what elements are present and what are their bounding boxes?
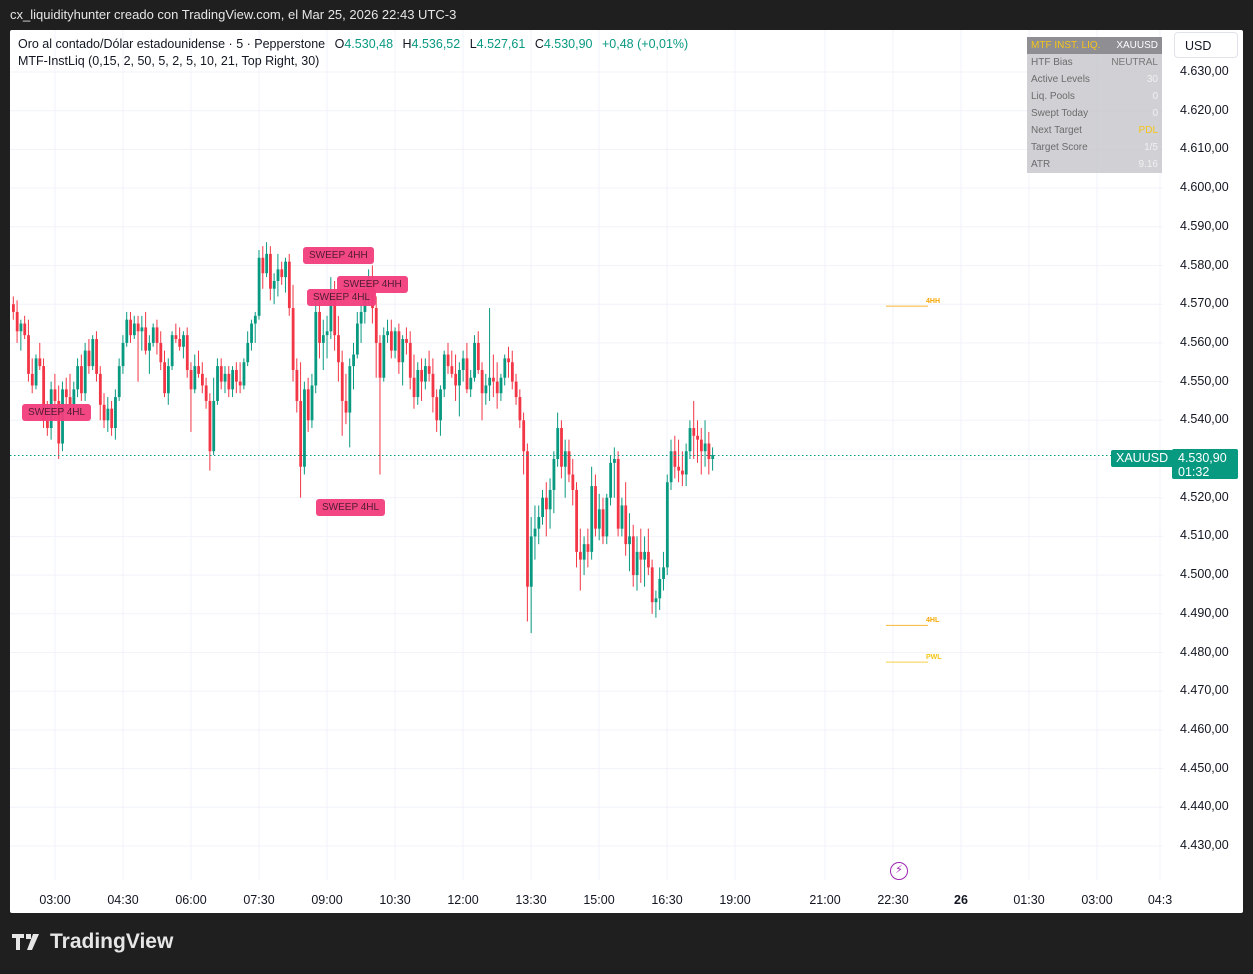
currency-selector[interactable]: USD <box>1174 32 1238 58</box>
close-value: 4.530,90 <box>543 37 593 51</box>
time-tick-label: 12:00 <box>447 893 479 907</box>
close-label: C <box>534 37 544 51</box>
symbol-description: Oro al contado/Dólar estadounidense · 5 … <box>18 37 326 51</box>
time-tick-label: 19:00 <box>719 893 751 907</box>
info-key: HTF Bias <box>1031 57 1073 68</box>
tradingview-logo: TradingView <box>12 930 173 954</box>
time-tick-label: 22:30 <box>877 893 909 907</box>
alert-bolt-icon[interactable]: ⚡︎ <box>890 862 908 880</box>
info-key: Next Target <box>1031 125 1082 136</box>
time-tick-label: 10:30 <box>379 893 411 907</box>
attribution-bar: cx_liquidityhunter creado con TradingVie… <box>0 0 1253 30</box>
time-tick-label: 04:3 <box>1147 893 1173 907</box>
info-value: 9.16 <box>1138 159 1158 170</box>
high-label: H <box>402 37 412 51</box>
price-chart[interactable] <box>10 30 1243 913</box>
indicator-legend-row[interactable]: MTF-InstLiq (0,15, 2, 50, 5, 2, 5, 10, 2… <box>18 53 688 70</box>
price-tick-label: 4.580,00 <box>1180 257 1229 272</box>
chart-legend: Oro al contado/Dólar estadounidense · 5 … <box>18 36 688 70</box>
info-row-liq-pools: Liq. Pools 0 <box>1027 88 1162 105</box>
info-key: Active Levels <box>1031 74 1090 85</box>
price-tick-label: 4.600,00 <box>1180 180 1229 195</box>
price-tick-label: 4.590,00 <box>1180 218 1229 233</box>
info-row-swept-today: Swept Today 0 <box>1027 105 1162 122</box>
sweep-label: SWEEP 4HL <box>22 404 92 421</box>
info-table-title: MTF INST. LIQ. <box>1031 40 1101 51</box>
price-tick-label: 4.460,00 <box>1180 721 1229 736</box>
price-tick-label: 4.610,00 <box>1180 141 1229 156</box>
info-row-atr: ATR 9.16 <box>1027 156 1162 173</box>
time-tick-label: 21:00 <box>809 893 841 907</box>
price-tick-label: 4.430,00 <box>1180 838 1229 852</box>
info-row-target-score: Target Score 1/5 <box>1027 139 1162 156</box>
level-label: 4HH <box>926 298 941 306</box>
info-value: 30 <box>1146 74 1158 85</box>
high-value: 4.536,52 <box>411 37 461 51</box>
level-label: PWL <box>926 654 942 662</box>
symbol-legend-row[interactable]: Oro al contado/Dólar estadounidense · 5 … <box>18 36 688 53</box>
time-tick-label: 26 <box>954 893 968 907</box>
time-tick-label: 07:30 <box>243 893 275 907</box>
time-tick-label: 04:30 <box>107 893 139 907</box>
price-tick-label: 4.630,00 <box>1180 64 1229 78</box>
chart-frame[interactable]: Oro al contado/Dólar estadounidense · 5 … <box>10 30 1243 913</box>
time-tick-label: 01:30 <box>1013 893 1045 907</box>
info-value: 0 <box>1152 91 1158 102</box>
price-tick-label: 4.540,00 <box>1180 412 1229 427</box>
tv-logo-icon <box>12 934 39 950</box>
price-tick-label: 4.440,00 <box>1180 799 1229 814</box>
sweep-label: SWEEP 4HH <box>303 247 374 264</box>
info-row-next-target: Next Target PDL <box>1027 122 1162 139</box>
price-tick-label: 4.470,00 <box>1180 683 1229 698</box>
info-value: 0 <box>1152 108 1158 119</box>
info-value: NEUTRAL <box>1111 57 1158 68</box>
time-tick-label: 06:00 <box>175 893 207 907</box>
time-tick-label: 03:00 <box>1081 893 1113 907</box>
low-label: L <box>469 37 477 51</box>
info-key: ATR <box>1031 159 1051 170</box>
info-table-symbol: XAUUSD <box>1116 40 1158 51</box>
sweep-label: SWEEP 4HL <box>316 499 386 516</box>
open-label: O <box>334 37 345 51</box>
time-tick-label: 15:00 <box>583 893 615 907</box>
brand-name: TradingView <box>50 930 174 953</box>
price-tick-label: 4.500,00 <box>1180 567 1229 582</box>
info-value: PDL <box>1138 125 1158 136</box>
symbol-price-tag: XAUUSD <box>1111 450 1174 467</box>
info-key: Target Score <box>1031 142 1088 153</box>
price-tick-label: 4.570,00 <box>1180 296 1229 311</box>
mtf-info-table: MTF INST. LIQ. XAUUSD HTF Bias NEUTRAL Ac… <box>1027 37 1162 173</box>
price-tick-label: 4.510,00 <box>1180 528 1229 543</box>
price-tick-label: 4.520,00 <box>1180 489 1229 504</box>
bar-countdown: 01:32 <box>1178 465 1210 479</box>
price-tick-label: 4.490,00 <box>1180 605 1229 620</box>
last-price-tag: 4.530,90 01:32 <box>1172 449 1238 479</box>
info-row-active-levels: Active Levels 30 <box>1027 71 1162 88</box>
time-tick-label: 16:30 <box>651 893 683 907</box>
price-tick-label: 4.550,00 <box>1180 373 1229 388</box>
open-value: 4.530,48 <box>344 37 394 51</box>
attribution-text: cx_liquidityhunter creado con TradingVie… <box>10 7 457 22</box>
sweep-label: SWEEP 4HL <box>307 289 377 306</box>
price-tick-label: 4.620,00 <box>1180 102 1229 117</box>
price-tick-label: 4.560,00 <box>1180 334 1229 349</box>
info-key: Liq. Pools <box>1031 91 1075 102</box>
change-value: +0,48 (+0,01%) <box>602 37 689 51</box>
price-tick-label: 4.480,00 <box>1180 644 1229 659</box>
time-tick-label: 09:00 <box>311 893 343 907</box>
info-value: 1/5 <box>1144 142 1158 153</box>
info-row-htf-bias: HTF Bias NEUTRAL <box>1027 54 1162 71</box>
info-key: Swept Today <box>1031 108 1089 119</box>
indicator-label: MTF-InstLiq (0,15, 2, 50, 5, 2, 5, 10, 2… <box>18 54 320 68</box>
price-tick-label: 4.450,00 <box>1180 760 1229 775</box>
level-label: 4HL <box>926 617 940 625</box>
info-table-header: MTF INST. LIQ. XAUUSD <box>1027 37 1162 54</box>
time-tick-label: 03:00 <box>39 893 71 907</box>
time-tick-label: 13:30 <box>515 893 547 907</box>
low-value: 4.527,61 <box>476 37 526 51</box>
last-price-value: 4.530,90 <box>1178 451 1227 465</box>
sweep-label: SWEEP 4HH <box>337 276 408 293</box>
